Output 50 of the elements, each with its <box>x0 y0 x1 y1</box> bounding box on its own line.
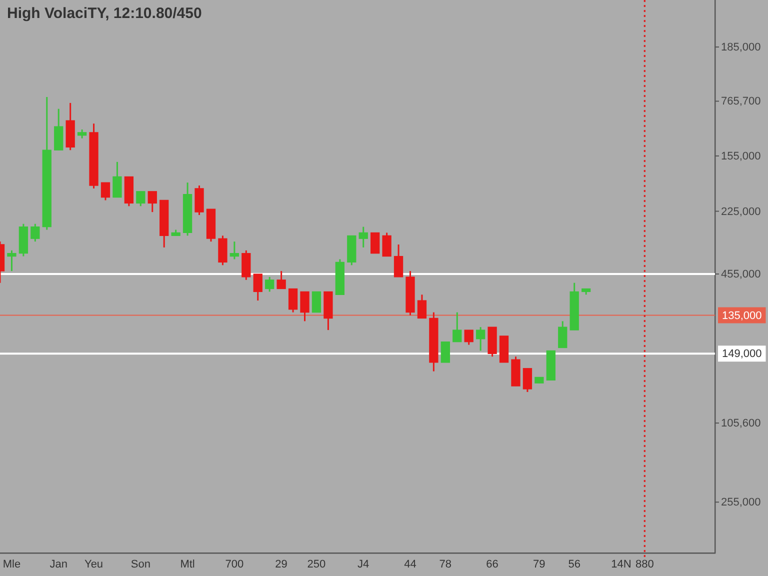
x-tick-label: 79 <box>533 558 546 571</box>
candlestick <box>370 232 380 254</box>
candlestick <box>312 291 322 313</box>
x-tick-label: Yeu <box>84 558 104 571</box>
x-tick-label: 700 <box>225 558 244 571</box>
text: 155,000 <box>721 150 761 162</box>
candlestick <box>253 273 262 302</box>
candlestick <box>276 270 286 290</box>
candlestick <box>476 326 486 352</box>
x-tick-label: Mtl <box>180 558 195 571</box>
x-tick-label: 44 <box>404 558 416 571</box>
candlestick <box>452 312 462 343</box>
x-tick-label: Jan <box>50 558 68 571</box>
text: 765,700 <box>721 96 761 108</box>
candlestick <box>136 190 146 207</box>
candlestick <box>148 190 157 213</box>
x-tick-label: 250 <box>307 558 326 571</box>
candlestick <box>358 226 368 248</box>
text: 185,000 <box>721 42 761 54</box>
text: 255,000 <box>721 496 761 509</box>
candlestick <box>112 161 122 198</box>
candlestick <box>382 232 392 258</box>
candlestick <box>300 290 310 322</box>
x-tick-label: Son <box>130 558 150 571</box>
x-tick-label: 29 <box>275 558 288 571</box>
candlestick <box>100 182 110 202</box>
candlestick <box>265 276 274 292</box>
x-tick-label: 66 <box>486 558 498 571</box>
candlestick <box>30 223 40 242</box>
x-tick-label: J4 <box>358 558 370 571</box>
x-tick-label: 880 <box>635 558 654 571</box>
text: 105,600 <box>721 418 761 430</box>
candlestick <box>417 294 427 319</box>
candlestick <box>558 320 568 348</box>
candlestick <box>440 342 450 363</box>
x-tick-label: 78 <box>439 558 452 571</box>
x-tick-label: 56 <box>568 558 580 571</box>
chart-title: High VolaciTY, 12:10.80/450 <box>7 5 202 22</box>
candlestick <box>230 240 240 260</box>
x-tick-label: Mle <box>2 558 21 571</box>
candlestick <box>288 288 298 314</box>
text: 135,000 <box>722 310 762 322</box>
text: 149,000 <box>722 348 762 360</box>
candlestick <box>394 244 404 278</box>
candlestick <box>464 329 474 346</box>
candlestick <box>7 250 16 272</box>
text: 225,000 <box>721 206 761 218</box>
x-tick-label: 14N <box>611 558 632 571</box>
candlestick <box>522 368 532 393</box>
text: 455,000 <box>721 268 761 281</box>
